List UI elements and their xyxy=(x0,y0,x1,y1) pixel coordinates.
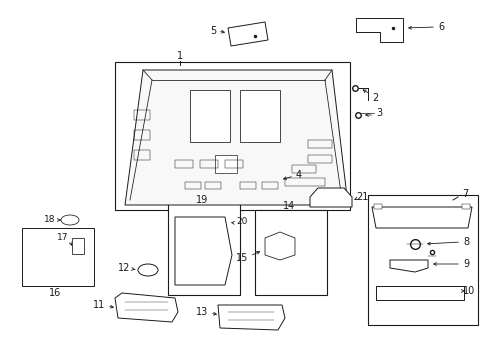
Bar xyxy=(240,90,280,142)
Text: 2: 2 xyxy=(371,93,378,103)
Bar xyxy=(22,228,94,286)
Polygon shape xyxy=(264,232,294,260)
Bar xyxy=(461,204,469,209)
Bar xyxy=(254,210,326,295)
Bar xyxy=(307,140,331,148)
Bar xyxy=(204,182,221,189)
Text: 7: 7 xyxy=(461,189,468,199)
Bar xyxy=(72,238,84,254)
Text: 18: 18 xyxy=(43,216,55,225)
Text: 21: 21 xyxy=(355,192,367,202)
Text: 11: 11 xyxy=(93,300,105,310)
Polygon shape xyxy=(355,18,402,42)
Bar xyxy=(373,204,381,209)
Bar xyxy=(134,130,150,140)
Bar xyxy=(215,155,237,173)
Bar xyxy=(240,182,256,189)
Text: 10: 10 xyxy=(462,286,474,296)
Polygon shape xyxy=(175,217,231,285)
Bar xyxy=(224,160,243,168)
Polygon shape xyxy=(218,305,285,330)
Polygon shape xyxy=(115,293,178,322)
Bar xyxy=(115,62,349,210)
Text: 15: 15 xyxy=(235,253,247,263)
Bar xyxy=(134,110,150,120)
Bar xyxy=(200,160,218,168)
Bar xyxy=(291,165,315,173)
Text: 3: 3 xyxy=(375,108,381,118)
Ellipse shape xyxy=(138,264,158,276)
Text: 17: 17 xyxy=(57,234,68,243)
Bar xyxy=(175,160,193,168)
Bar xyxy=(262,182,278,189)
Text: 13: 13 xyxy=(195,307,207,317)
Bar xyxy=(134,150,150,160)
Polygon shape xyxy=(227,22,267,46)
Text: 19: 19 xyxy=(196,195,208,205)
Bar xyxy=(168,203,240,295)
Bar xyxy=(367,195,477,325)
Bar xyxy=(184,182,201,189)
Polygon shape xyxy=(309,188,351,207)
Text: 4: 4 xyxy=(295,170,302,180)
Polygon shape xyxy=(389,260,427,272)
Text: 1: 1 xyxy=(177,51,183,61)
Text: 9: 9 xyxy=(462,259,468,269)
Text: 16: 16 xyxy=(49,288,61,298)
Text: 14: 14 xyxy=(282,201,295,211)
Bar xyxy=(190,90,229,142)
Text: 5: 5 xyxy=(209,26,216,36)
Polygon shape xyxy=(125,70,347,205)
Text: 12: 12 xyxy=(118,263,130,273)
Bar xyxy=(285,178,325,186)
Bar xyxy=(375,286,463,300)
Bar xyxy=(307,155,331,163)
Text: 8: 8 xyxy=(462,237,468,247)
Ellipse shape xyxy=(61,215,79,225)
Text: 20: 20 xyxy=(236,217,247,226)
Text: 6: 6 xyxy=(437,22,443,32)
Polygon shape xyxy=(371,207,471,228)
